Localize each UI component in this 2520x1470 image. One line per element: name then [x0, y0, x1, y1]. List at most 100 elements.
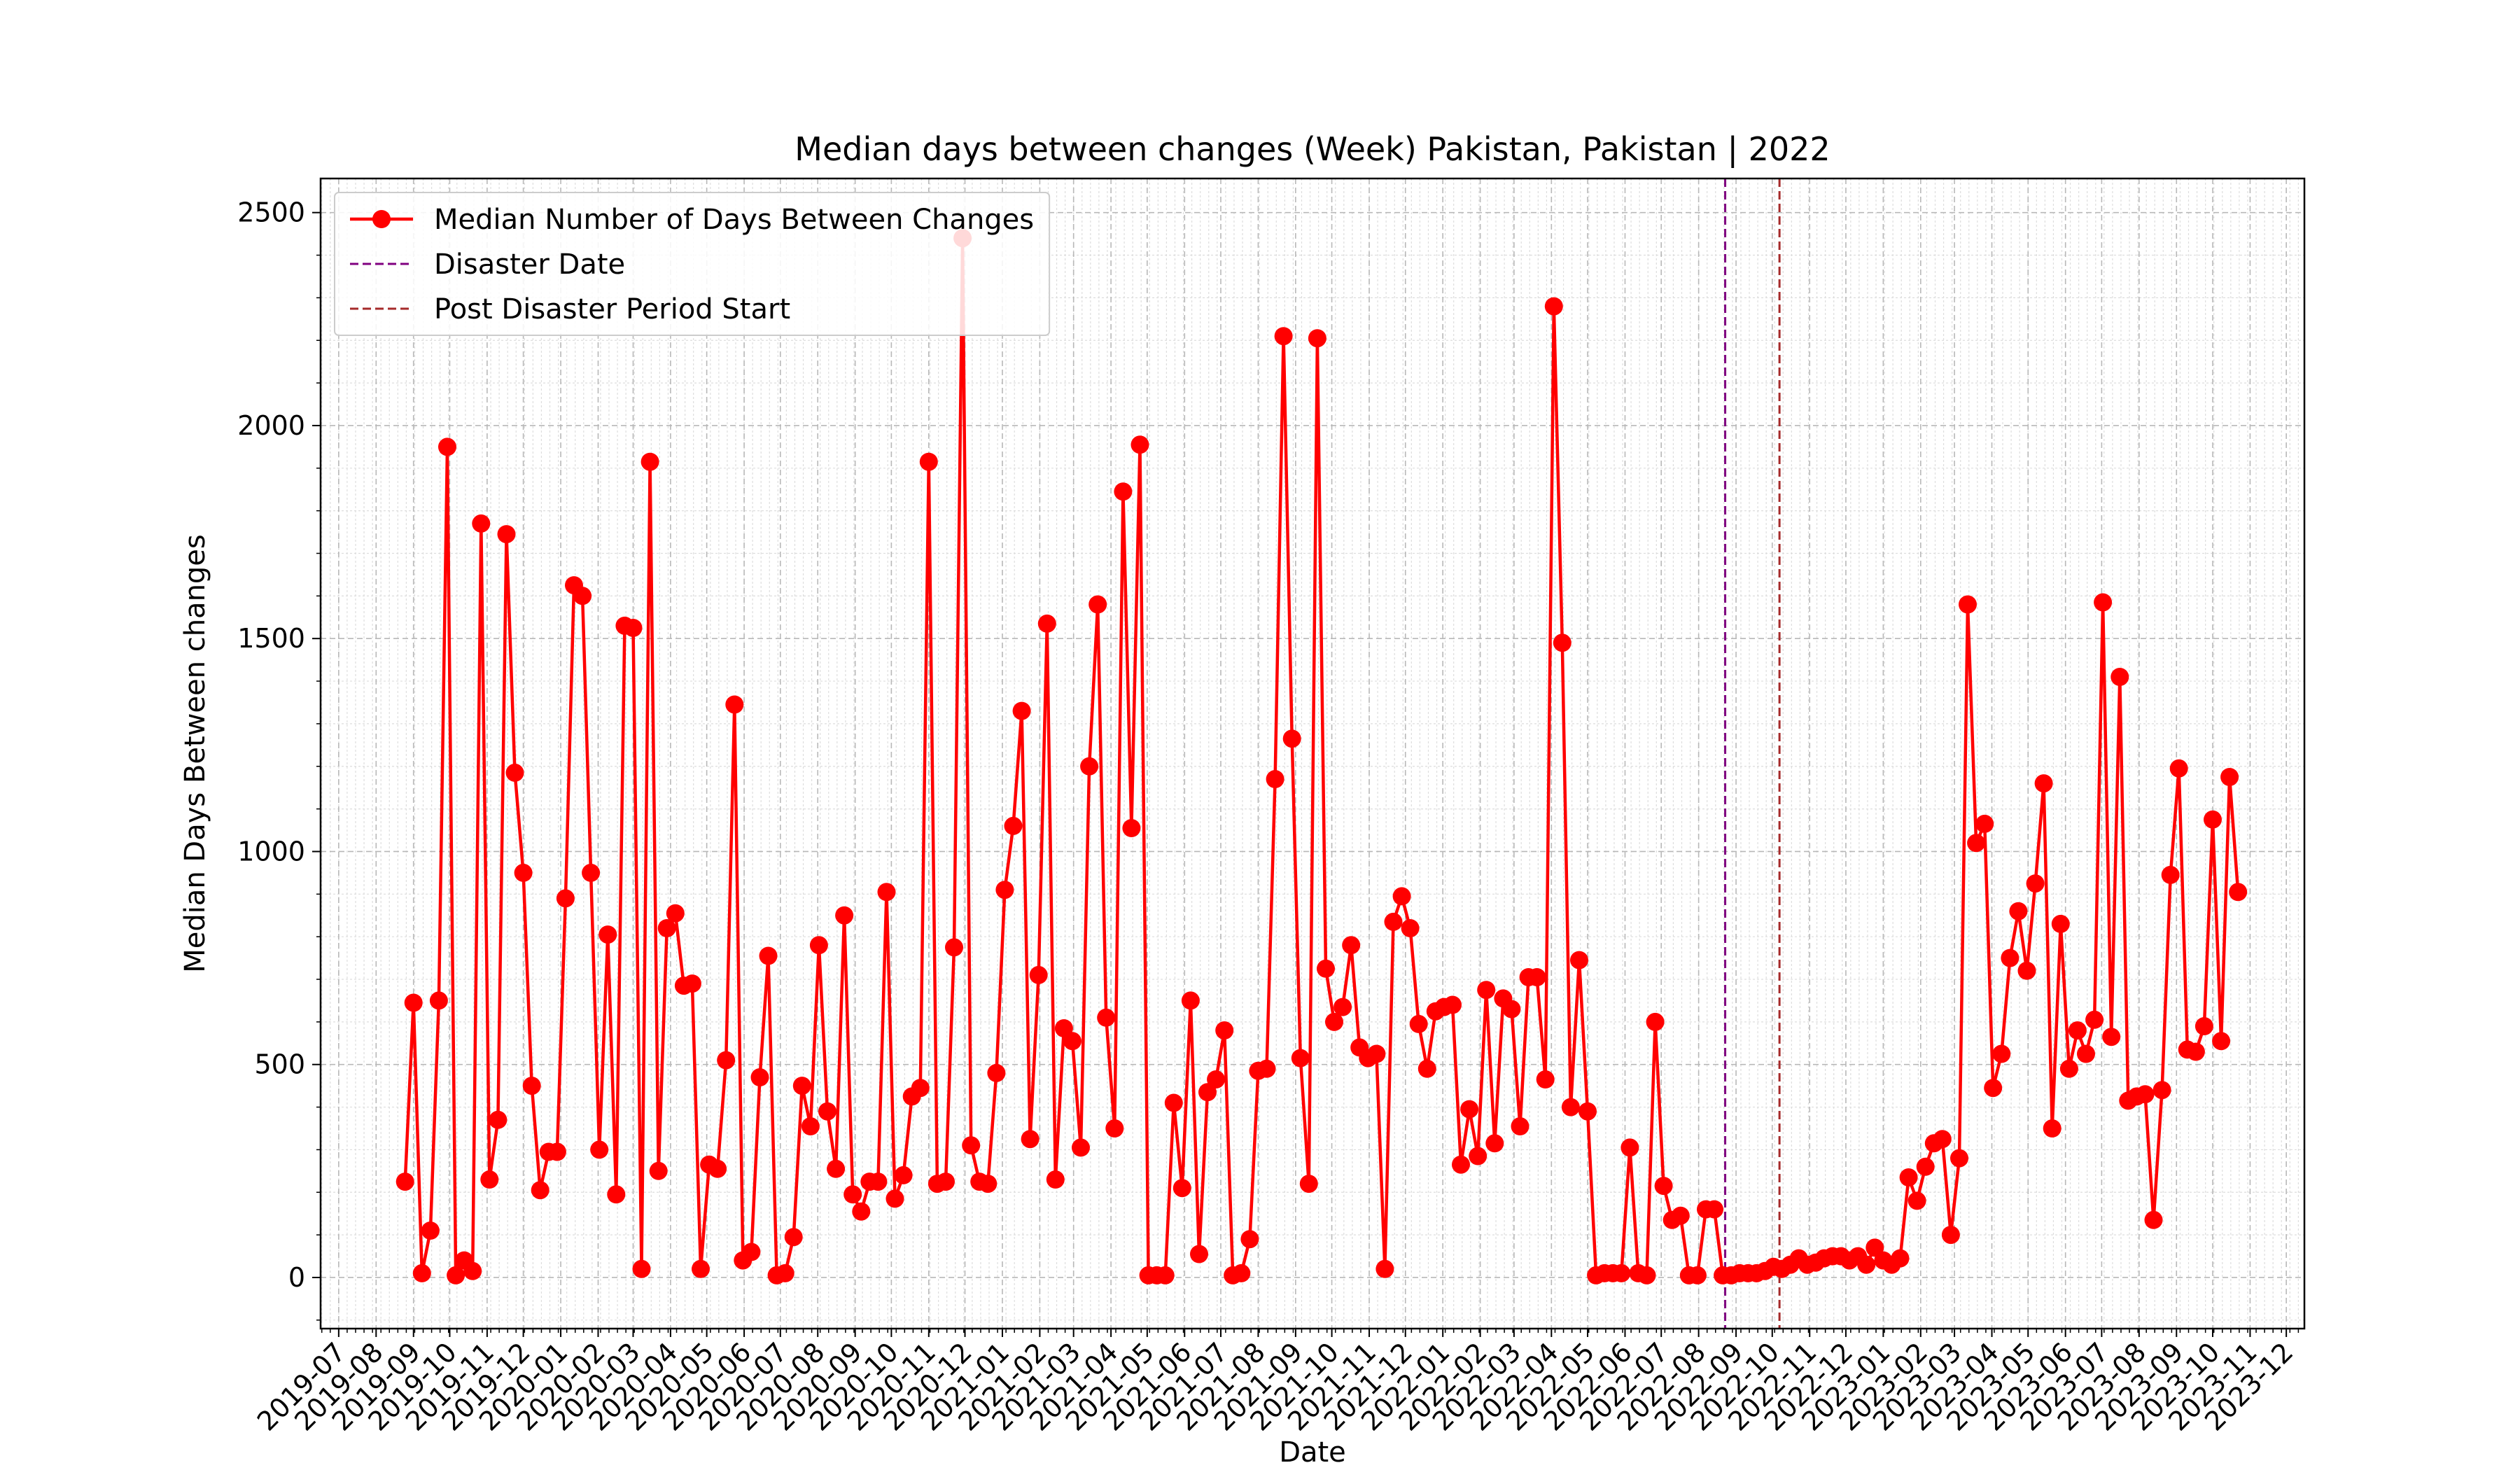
data-point — [2152, 1081, 2171, 1100]
y-tick-label: 1500 — [237, 623, 305, 654]
legend-marker — [372, 210, 391, 228]
data-point — [1156, 1266, 1175, 1284]
data-point — [1612, 1264, 1631, 1282]
data-point — [1376, 1259, 1394, 1278]
data-point — [995, 881, 1014, 899]
data-point — [1172, 1179, 1191, 1198]
data-point — [632, 1259, 651, 1278]
y-tick-label: 0 — [288, 1262, 305, 1293]
data-point — [1477, 981, 1496, 1000]
data-point — [1004, 816, 1023, 835]
data-point — [1021, 1130, 1040, 1149]
data-point — [1646, 1012, 1665, 1031]
data-point — [844, 1185, 862, 1204]
data-point — [505, 763, 524, 782]
data-point — [2169, 759, 2188, 778]
data-point — [1232, 1264, 1251, 1282]
data-point — [1299, 1175, 1318, 1194]
data-point — [2136, 1085, 2155, 1104]
data-point — [640, 452, 659, 471]
y-axis-label: Median Days Between changes — [179, 534, 211, 973]
chart-title: Median days between changes (Week) Pakis… — [794, 130, 1830, 169]
data-point — [987, 1063, 1006, 1082]
data-point — [522, 1077, 541, 1096]
data-point — [514, 863, 533, 882]
data-point — [649, 1161, 668, 1180]
data-point — [2229, 883, 2248, 902]
data-point — [1207, 1070, 1226, 1088]
data-point — [547, 1142, 566, 1161]
data-point — [692, 1259, 710, 1278]
data-point — [2051, 914, 2070, 933]
data-point — [1384, 912, 1403, 931]
y-tick-label: 1000 — [237, 836, 305, 867]
plot-frame — [319, 177, 2306, 1330]
data-point — [472, 514, 491, 533]
data-point — [1899, 1168, 1918, 1186]
data-point — [2026, 874, 2045, 893]
data-point — [818, 1102, 836, 1121]
data-point — [1688, 1266, 1707, 1284]
data-point — [801, 1117, 820, 1135]
data-point — [1037, 614, 1056, 633]
data-point — [1418, 1059, 1436, 1078]
data-point — [1097, 1008, 1116, 1027]
data-point — [759, 946, 778, 965]
data-point — [792, 1077, 811, 1096]
data-point — [1072, 1138, 1090, 1157]
data-point — [396, 1172, 414, 1191]
legend-label: Post Disaster Period Start — [434, 293, 790, 326]
data-point — [497, 525, 516, 544]
data-point — [2059, 1059, 2078, 1078]
data-point — [1916, 1157, 1935, 1176]
data-point — [945, 938, 963, 957]
data-point — [1105, 1119, 1124, 1138]
data-point — [1080, 757, 1099, 776]
data-point — [1705, 1200, 1723, 1219]
data-point — [1282, 729, 1301, 748]
data-point — [2186, 1042, 2205, 1061]
data-point — [1367, 1044, 1386, 1063]
data-point — [2110, 668, 2129, 686]
data-point — [1190, 1245, 1208, 1264]
data-point — [447, 1266, 465, 1284]
data-point — [1975, 814, 1994, 833]
data-point — [1392, 887, 1411, 906]
data-point — [2102, 1028, 2121, 1046]
reference-lines — [1724, 178, 1781, 1329]
data-point — [852, 1202, 871, 1221]
data-point — [1443, 995, 1462, 1014]
data-point — [2094, 593, 2113, 612]
data-point — [1198, 1083, 1217, 1102]
data-point — [1012, 701, 1031, 720]
data-point — [1054, 1019, 1073, 1037]
data-point — [2194, 1017, 2213, 1035]
data-point — [429, 991, 448, 1010]
y-tick-label: 2000 — [237, 410, 305, 441]
data-point — [784, 1228, 803, 1247]
data-point — [725, 695, 744, 714]
x-axis: 2019-072019-082019-092019-102019-112019-… — [251, 1329, 2300, 1437]
data-point — [1578, 1102, 1597, 1121]
data-point — [1654, 1177, 1673, 1196]
data-point — [1317, 959, 1335, 978]
data-point — [2077, 1044, 2095, 1063]
data-point — [598, 925, 617, 944]
data-point — [1164, 1093, 1183, 1112]
data-point — [1257, 1059, 1276, 1078]
data-point — [1570, 951, 1588, 969]
data-point — [979, 1175, 997, 1194]
data-point — [2034, 774, 2053, 793]
data-point — [1950, 1149, 1968, 1168]
data-point — [937, 1172, 955, 1191]
data-point — [1984, 1079, 2003, 1098]
data-point — [412, 1264, 431, 1282]
data-point — [1401, 919, 1420, 937]
data-point — [1240, 1230, 1259, 1249]
series-line — [403, 236, 2240, 1278]
data-point — [1308, 329, 1326, 348]
data-point — [1561, 1098, 1580, 1116]
data-point — [463, 1261, 482, 1280]
data-point — [2204, 810, 2222, 829]
